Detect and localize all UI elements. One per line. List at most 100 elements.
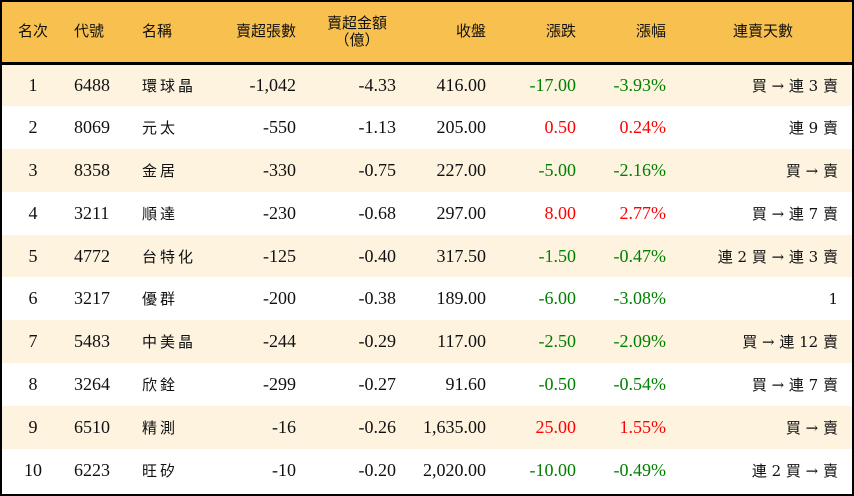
cell-change: 25.00 <box>535 417 577 438</box>
cell-streak: 買 → 連 12 賣 <box>742 333 838 352</box>
header-streak: 連賣天數 <box>674 2 852 65</box>
table-row: 4 3211 順達 -230 -0.68 297.00 8.00 2.77% 買… <box>2 191 852 235</box>
header-name: 名稱 <box>132 2 214 65</box>
table-row: 7 5483 中美晶 -244 -0.29 117.00 -2.50 -2.09… <box>2 320 852 364</box>
cell-code: 8069 <box>74 116 110 137</box>
header-sell-amount: 賣超金額 （億） <box>304 2 404 65</box>
cell-change-pct: 0.24% <box>619 116 667 137</box>
cell-close: 227.00 <box>436 159 487 180</box>
cell-code: 6223 <box>74 459 110 480</box>
cell-streak: 連 2 買 → 賣 <box>751 461 838 480</box>
cell-change: -2.50 <box>538 331 577 352</box>
header-sell-amount-line1: 賣超金額 <box>326 13 387 32</box>
cell-streak: 連 2 買 → 連 3 賣 <box>717 247 838 266</box>
cell-close: 1,635.00 <box>423 417 486 438</box>
cell-change: -17.00 <box>529 74 577 95</box>
cell-sell-shares: -16 <box>272 417 296 438</box>
cell-sell-amount: -0.20 <box>358 459 397 480</box>
cell-change-pct: -3.93% <box>613 74 667 95</box>
cell-sell-shares: -230 <box>263 202 296 223</box>
table-row: 5 4772 台特化 -125 -0.40 317.50 -1.50 -0.47… <box>2 234 852 278</box>
cell-rank: 10 <box>24 459 42 480</box>
cell-rank: 8 <box>28 374 38 395</box>
table-row: 1 6488 環球晶 -1,042 -4.33 416.00 -17.00 -3… <box>2 63 852 106</box>
cell-close: 117.00 <box>437 331 486 352</box>
header-rank: 名次 <box>2 2 64 65</box>
cell-sell-amount: -0.75 <box>358 159 397 180</box>
cell-close: 297.00 <box>436 202 487 223</box>
cell-sell-shares: -244 <box>263 331 296 352</box>
cell-sell-amount: -0.29 <box>358 331 397 352</box>
cell-close: 91.60 <box>445 374 487 395</box>
cell-sell-shares: -200 <box>263 288 296 309</box>
cell-change-pct: -3.08% <box>613 288 667 309</box>
cell-code: 6510 <box>74 417 110 438</box>
cell-rank: 9 <box>28 417 38 438</box>
cell-sell-amount: -1.13 <box>358 116 397 137</box>
cell-code: 3211 <box>74 202 110 223</box>
cell-name: 精測 <box>142 419 179 438</box>
cell-rank: 7 <box>28 331 38 352</box>
table-row: 8 3264 欣銓 -299 -0.27 91.60 -0.50 -0.54% … <box>2 363 852 407</box>
cell-sell-shares: -10 <box>272 459 296 480</box>
cell-sell-amount: -0.40 <box>358 245 397 266</box>
cell-change-pct: 2.77% <box>619 202 667 223</box>
cell-name: 旺矽 <box>142 461 179 480</box>
cell-streak: 買 → 連 7 賣 <box>751 204 838 223</box>
cell-change-pct: -0.49% <box>613 459 667 480</box>
cell-code: 3264 <box>74 374 110 395</box>
table-row: 9 6510 精測 -16 -0.26 1,635.00 25.00 1.55%… <box>2 406 852 450</box>
table-row: 10 6223 旺矽 -10 -0.20 2,020.00 -10.00 -0.… <box>2 449 852 492</box>
cell-sell-amount: -0.68 <box>358 202 397 223</box>
cell-code: 6488 <box>74 74 110 95</box>
cell-sell-amount: -0.27 <box>358 374 397 395</box>
cell-streak: 買 → 連 3 賣 <box>751 76 838 95</box>
cell-sell-amount: -0.38 <box>358 288 397 309</box>
cell-rank: 4 <box>28 202 38 223</box>
cell-sell-shares: -125 <box>263 245 296 266</box>
cell-name: 中美晶 <box>142 333 197 352</box>
header-code: 代號 <box>64 2 132 65</box>
cell-sell-amount: -4.33 <box>358 74 397 95</box>
cell-name: 元太 <box>142 118 179 137</box>
header-sell-shares: 賣超張數 <box>214 2 304 65</box>
cell-code: 4772 <box>74 245 110 266</box>
cell-streak: 連 9 賣 <box>788 118 838 137</box>
cell-streak: 買 → 賣 <box>785 161 838 180</box>
cell-sell-shares: -299 <box>263 374 296 395</box>
cell-change-pct: -0.54% <box>613 374 667 395</box>
cell-name: 欣銓 <box>142 376 179 395</box>
cell-code: 5483 <box>74 331 110 352</box>
header-change: 漲跌 <box>494 2 584 65</box>
cell-sell-shares: -1,042 <box>249 74 297 95</box>
cell-change: 0.50 <box>544 116 577 137</box>
table-row: 6 3217 優群 -200 -0.38 189.00 -6.00 -3.08%… <box>2 277 852 321</box>
cell-code: 8358 <box>74 159 110 180</box>
cell-code: 3217 <box>74 288 110 309</box>
cell-change: -5.00 <box>538 159 577 180</box>
table-header-row: 名次 代號 名稱 賣超張數 賣超金額 （億） 收盤 漲跌 漲幅 連賣天數 <box>2 2 852 65</box>
cell-rank: 6 <box>28 288 38 309</box>
cell-name: 順達 <box>142 204 179 223</box>
cell-rank: 5 <box>28 245 38 266</box>
header-close: 收盤 <box>404 2 494 65</box>
cell-name: 環球晶 <box>142 76 197 95</box>
cell-change: -1.50 <box>538 245 577 266</box>
cell-close: 2,020.00 <box>423 459 486 480</box>
table-row: 3 8358 金居 -330 -0.75 227.00 -5.00 -2.16%… <box>2 148 852 192</box>
cell-close: 205.00 <box>436 116 487 137</box>
cell-streak: 買 → 賣 <box>785 419 838 438</box>
cell-change-pct: -0.47% <box>613 245 667 266</box>
cell-change: 8.00 <box>544 202 577 223</box>
cell-streak: 1 <box>828 289 838 308</box>
cell-change: -6.00 <box>538 288 577 309</box>
cell-close: 416.00 <box>436 74 487 95</box>
cell-change: -0.50 <box>538 374 577 395</box>
header-change-pct: 漲幅 <box>584 2 674 65</box>
cell-sell-shares: -330 <box>263 159 296 180</box>
cell-rank: 1 <box>28 74 38 95</box>
cell-rank: 3 <box>28 159 38 180</box>
cell-sell-amount: -0.26 <box>358 417 397 438</box>
